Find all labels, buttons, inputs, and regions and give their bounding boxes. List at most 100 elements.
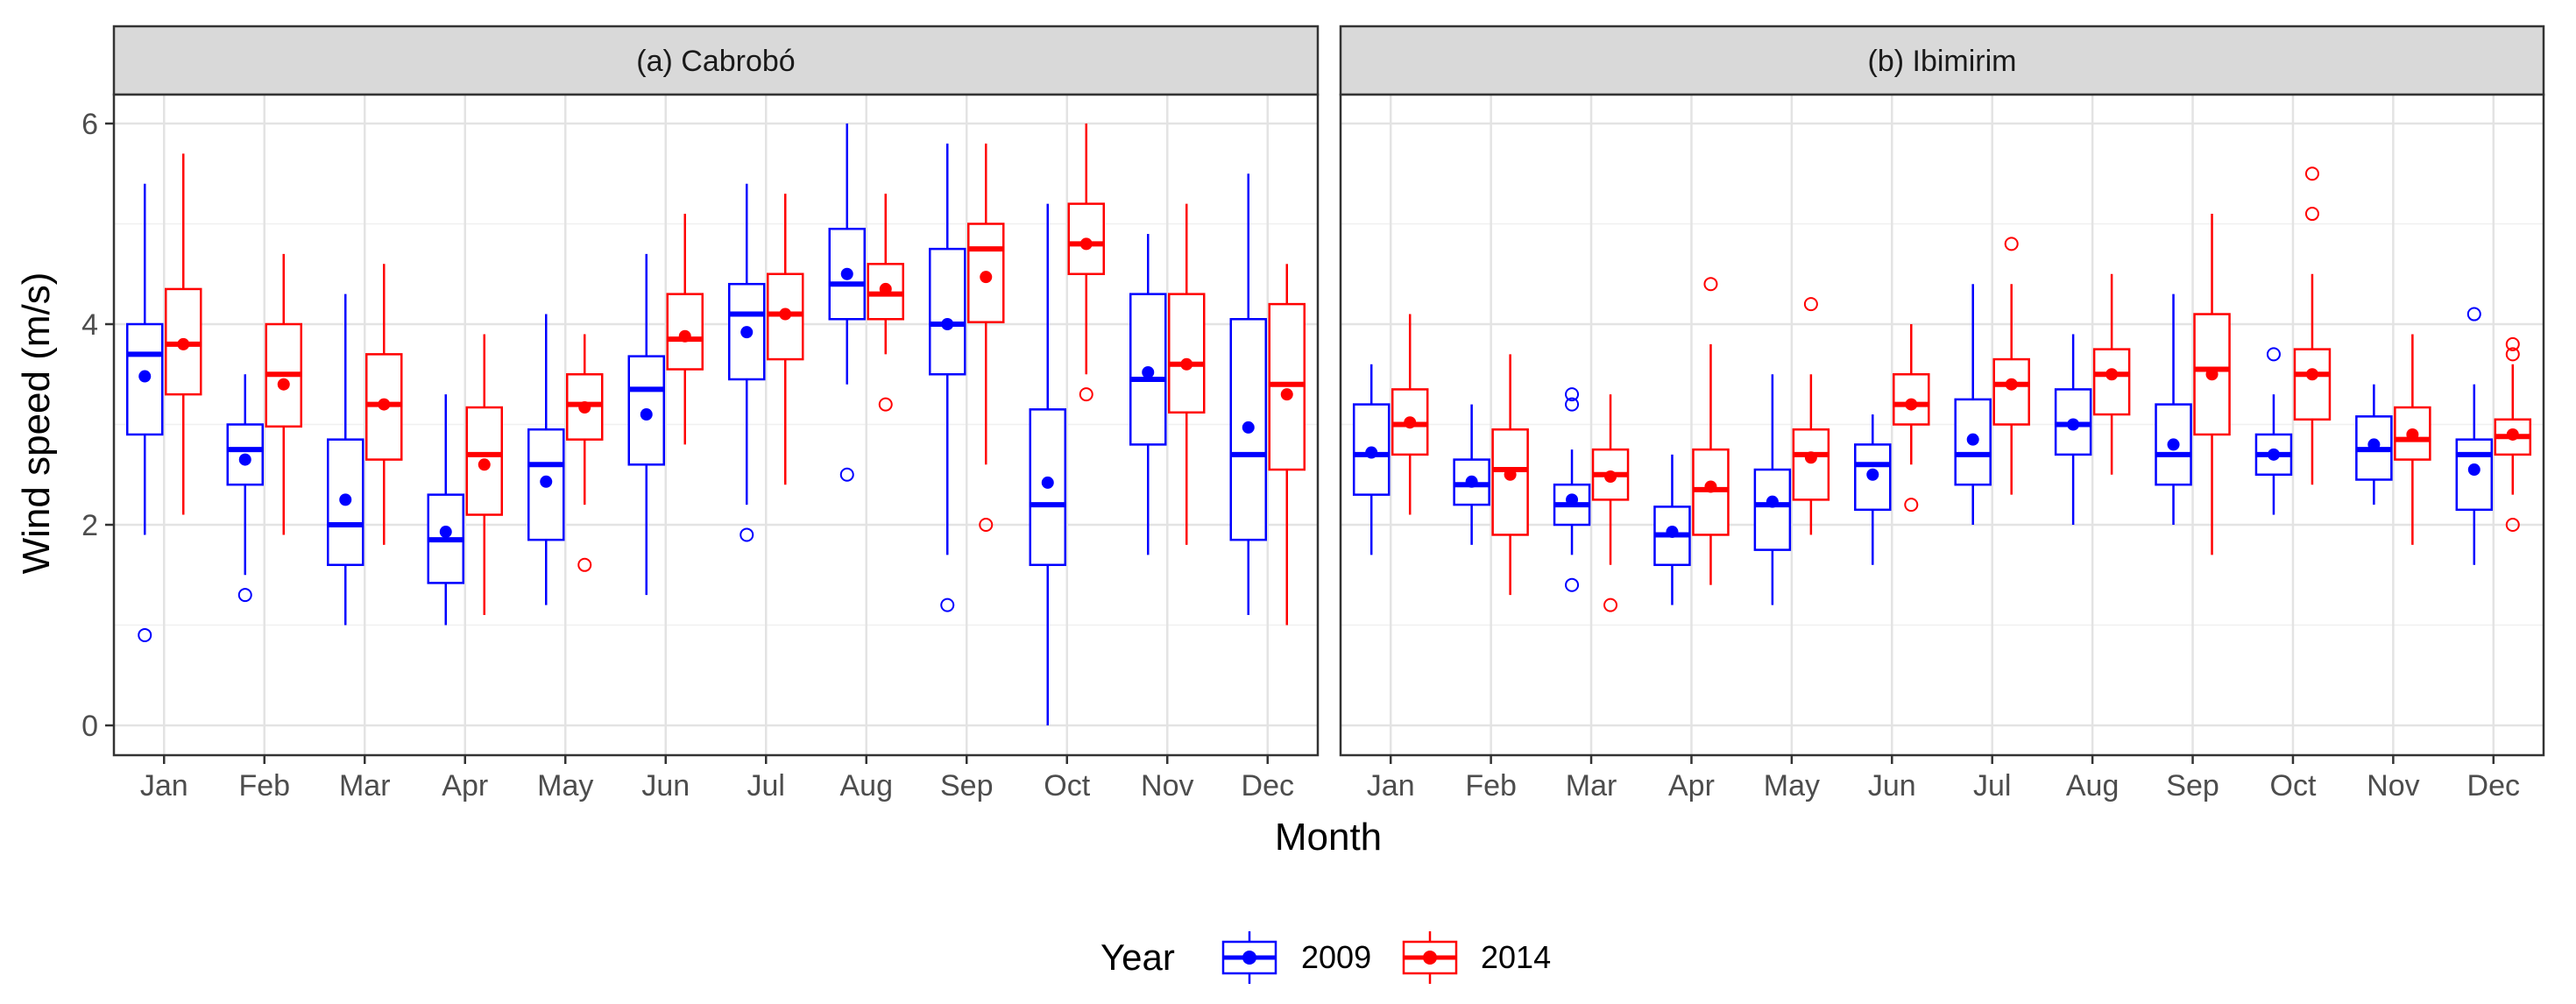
outlier-point [940, 597, 955, 612]
box-jul-2014 [1992, 237, 2030, 495]
x-tick-label: Jan [1367, 769, 1415, 802]
mean-point [2305, 368, 2318, 381]
box-dec-2014 [1268, 264, 1306, 626]
box-mar-2014 [365, 264, 403, 545]
outlier-point [1703, 277, 1718, 292]
mean-point [1766, 495, 1779, 508]
x-tick-label: Oct [2270, 769, 2317, 802]
box-mar-2014 [1591, 394, 1630, 612]
x-tick-label: Sep [940, 769, 994, 802]
mean-point [1666, 526, 1679, 539]
box-mar-2009 [327, 293, 364, 626]
mean-point [740, 326, 754, 339]
mean-point [1465, 475, 1478, 488]
legend-label-2014: 2014 [1481, 939, 1551, 975]
box-dec-2009 [1229, 173, 1267, 616]
outlier-point [1603, 597, 1618, 612]
box-iqr [1992, 357, 2030, 426]
x-tick-label: Jan [140, 769, 188, 802]
box-feb-2009 [226, 374, 264, 603]
outlier-point [138, 627, 152, 642]
y-tick-label: 0 [81, 710, 98, 743]
x-tick-label: Apr [442, 769, 488, 802]
outlier-point [237, 588, 252, 603]
box-jun-2014 [1893, 324, 1930, 513]
outlier-point [2505, 347, 2520, 362]
x-tick-label: Aug [840, 769, 894, 802]
panel-border [1339, 93, 2545, 757]
box-oct-2014 [2293, 166, 2332, 485]
outlier-point [1904, 498, 1919, 513]
box-apr-2009 [1653, 454, 1691, 605]
x-tick-label: Jul [747, 769, 785, 802]
box-jan-2009 [1352, 364, 1391, 555]
x-tick-label: Oct [1044, 769, 1090, 802]
box-jun-2009 [627, 253, 665, 596]
legend-key-2009 [1221, 931, 1277, 984]
box-apr-2014 [465, 334, 503, 616]
series-2009 [1352, 284, 2494, 605]
box-aug-2009 [2054, 334, 2092, 525]
outlier-point [839, 467, 854, 482]
box-sep-2014 [2193, 214, 2231, 555]
x-axis-title: Month [1275, 816, 1382, 859]
outlier-point [577, 557, 592, 572]
outlier-point [1803, 297, 1818, 312]
box-may-2014 [1792, 297, 1830, 535]
box-jul-2009 [1954, 284, 1992, 525]
outlier-point [1565, 577, 1580, 592]
panel-ibimirim: (b) Ibimirim Jan Feb Mar Apr May Jun Jul Aug Sep O… [1339, 25, 2545, 802]
box-aug-2014 [867, 194, 904, 412]
box-mar-2009 [1553, 387, 1591, 592]
panel-title: (a) Cabrobó [636, 45, 795, 78]
box-may-2009 [1753, 374, 1792, 605]
x-tick-label: Apr [1668, 769, 1715, 802]
box-feb-2009 [1453, 404, 1490, 545]
y-axis-title: Wind speed (m/s) [15, 272, 58, 575]
box-may-2009 [527, 314, 565, 605]
box-dec-2009 [2455, 307, 2494, 565]
mean-point [1242, 421, 1255, 434]
x-tick-label: Feb [1465, 769, 1517, 802]
box-iqr [2455, 438, 2494, 512]
mean-point [578, 401, 591, 414]
outlier-point [2004, 237, 2019, 251]
y-tick-label: 6 [81, 108, 98, 141]
mean-point [478, 458, 491, 471]
mean-point [2205, 368, 2219, 381]
outlier-point [2505, 518, 2520, 532]
mean-point [2067, 418, 2080, 431]
legend-title: Year [1100, 937, 1175, 978]
mean-point [678, 329, 691, 343]
mean-point [177, 337, 190, 350]
box-sep-2014 [967, 143, 1005, 532]
box-nov-2009 [2355, 384, 2393, 506]
outlier-point [740, 527, 754, 542]
mean-point [1280, 388, 1293, 401]
x-tick-label: Jul [1973, 769, 2011, 802]
mean-point [1142, 365, 1155, 378]
mean-point [640, 408, 653, 421]
mean-point [138, 370, 152, 383]
x-tick-label: Dec [1242, 769, 1294, 802]
box-jul-2014 [767, 194, 804, 485]
mean-point [2005, 378, 2018, 391]
box-iqr [465, 406, 503, 516]
box-iqr [929, 247, 966, 376]
mean-point [980, 271, 993, 284]
box-oct-2009 [1029, 203, 1066, 725]
panel-border [112, 93, 1320, 757]
mean-point [1604, 470, 1617, 484]
y-tick-label: 2 [81, 509, 98, 542]
x-tick-label: Mar [1566, 769, 1617, 802]
series-2009 [126, 124, 1267, 725]
mean-point [378, 398, 391, 411]
mean-point [1566, 493, 1579, 506]
x-tick-label: May [1764, 769, 1820, 802]
box-aug-2014 [2092, 273, 2131, 475]
mean-point [277, 378, 290, 391]
mean-point [1079, 237, 1093, 251]
mean-point [2406, 428, 2419, 441]
outlier-point [878, 397, 893, 412]
outlier-point [2466, 307, 2481, 322]
